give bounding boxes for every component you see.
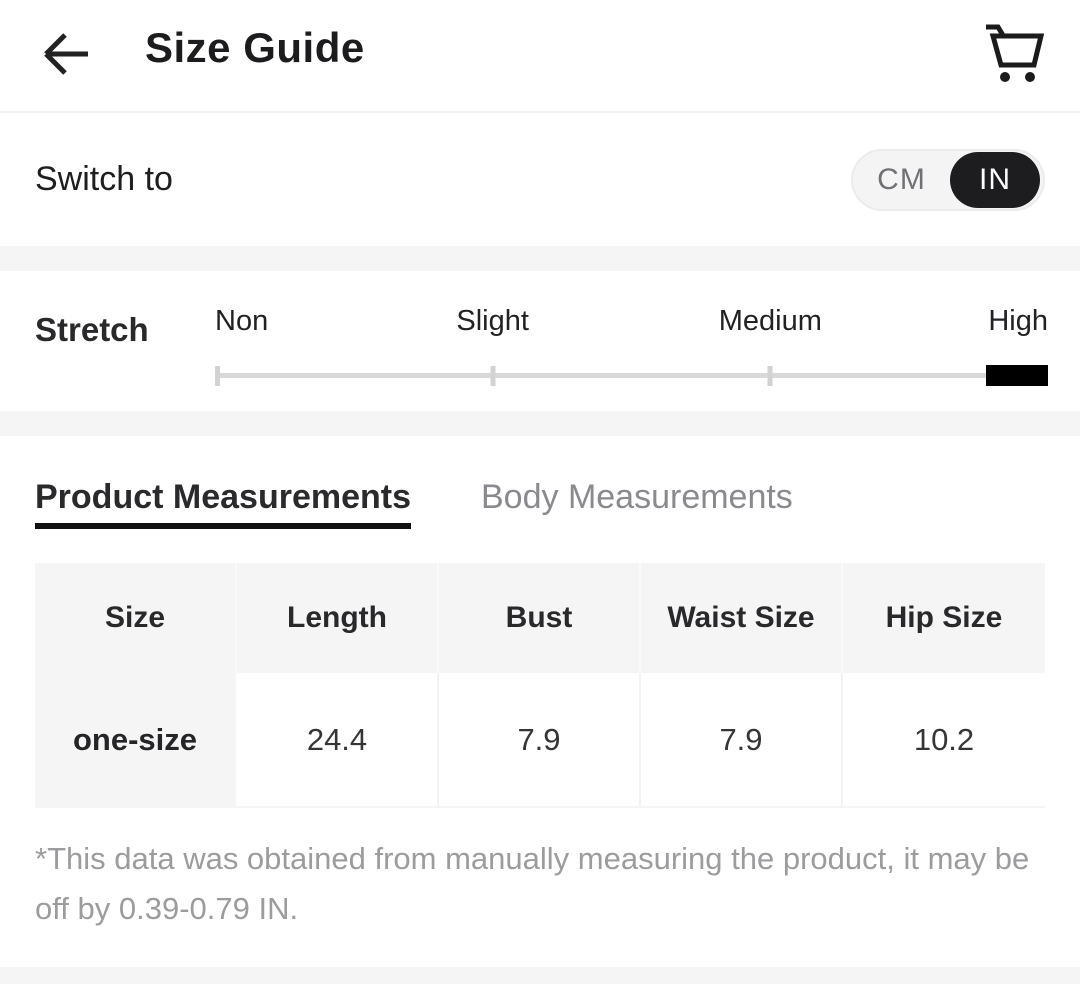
back-button[interactable] (36, 26, 96, 82)
value-cell: 24.4 (237, 673, 439, 808)
stretch-section: Stretch Non Slight Medium High (0, 271, 1080, 411)
value-cell: 7.9 (641, 673, 843, 808)
stretch-level-non: Non (215, 305, 269, 337)
table-header-cell: Hip Size (843, 563, 1045, 673)
stretch-tick (767, 366, 773, 386)
table-header-row: Size Length Bust Waist Size Hip Size (35, 563, 1045, 673)
unit-option-cm[interactable]: CM (877, 162, 926, 196)
unit-switch-row: Switch to CM IN (0, 113, 1080, 246)
section-divider-band (0, 411, 1080, 436)
tab-body-measurements[interactable]: Body Measurements (481, 478, 793, 529)
stretch-tick (490, 366, 496, 386)
stretch-selected-indicator (986, 365, 1048, 386)
measurement-tabs: Product Measurements Body Measurements (0, 436, 1080, 529)
cart-button[interactable] (980, 18, 1048, 90)
stretch-level-high: High (988, 305, 1048, 337)
table-header-cell: Waist Size (641, 563, 843, 673)
stretch-level-medium: Medium (718, 305, 822, 337)
stretch-track (215, 373, 1048, 378)
switch-to-label: Switch to (35, 160, 173, 198)
value-cell: 10.2 (843, 673, 1045, 808)
table-row: one-size 24.4 7.9 7.9 10.2 (35, 673, 1045, 808)
section-divider-band (0, 246, 1080, 271)
bottom-section-band (0, 967, 1080, 984)
table-header-cell: Bust (439, 563, 641, 673)
unit-toggle[interactable]: CM IN (851, 148, 1045, 211)
stretch-tick (215, 366, 220, 386)
cart-icon (980, 19, 1048, 89)
tab-product-measurements[interactable]: Product Measurements (35, 478, 411, 529)
unit-option-in[interactable]: IN (950, 151, 1040, 208)
measurement-disclaimer: *This data was obtained from manually me… (35, 841, 1030, 926)
size-table: Size Length Bust Waist Size Hip Size one-siz… (35, 563, 1045, 808)
table-header-cell: Size (35, 563, 237, 673)
page-title: Size Guide (145, 24, 365, 71)
stretch-scale: Non Slight Medium High (215, 271, 1048, 411)
table-header-cell: Length (237, 563, 439, 673)
app-header: Size Guide (0, 0, 1080, 113)
back-arrow-icon (36, 27, 96, 81)
value-cell: 7.9 (439, 673, 641, 808)
stretch-label: Stretch (35, 311, 149, 348)
stretch-level-slight: Slight (456, 305, 529, 337)
size-cell: one-size (35, 673, 237, 808)
